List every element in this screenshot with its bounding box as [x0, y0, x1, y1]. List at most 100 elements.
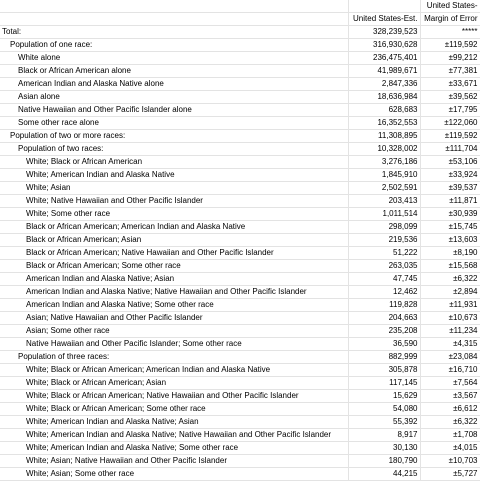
row-margin-of-error: ±4,015	[420, 441, 480, 455]
header-label-top	[0, 0, 349, 13]
table-row: American Indian and Alaska Native; Asian…	[0, 272, 480, 286]
row-margin-of-error: ±6,612	[420, 402, 480, 416]
table-row: Population of two or more races: 11,308,8…	[0, 129, 480, 143]
table-row: White; Asian; Some other race 44,215 ±5,72…	[0, 467, 480, 481]
row-margin-of-error: ±77,381	[420, 64, 480, 78]
row-estimate: 2,847,336	[348, 77, 421, 91]
row-label: White; Asian	[0, 181, 349, 195]
row-label: Population of two races:	[0, 142, 349, 156]
row-margin-of-error: ±13,603	[420, 233, 480, 247]
row-label: Asian; Some other race	[0, 324, 349, 338]
table-row: White; Black or African American; Asian 1…	[0, 376, 480, 390]
row-label: White; Black or African American; Native…	[0, 389, 349, 403]
row-label: White; Black or African American; Americ…	[0, 363, 349, 377]
row-margin-of-error: *****	[420, 25, 480, 39]
row-estimate: 882,999	[348, 350, 421, 364]
table-body: Total: 328,239,523 ***** Population of one …	[0, 25, 480, 481]
table-row: American Indian and Alaska Native alone 2…	[0, 77, 480, 91]
table-row: White; American Indian and Alaska Native…	[0, 441, 480, 455]
row-margin-of-error: ±8,190	[420, 246, 480, 260]
header-margin-of-error: Margin of Error	[420, 12, 480, 26]
row-estimate: 44,215	[348, 467, 421, 481]
table-row: Black or African American; Native Hawaii…	[0, 246, 480, 260]
row-margin-of-error: ±33,924	[420, 168, 480, 182]
table-row: White; American Indian and Alaska Native…	[0, 415, 480, 429]
row-margin-of-error: ±7,564	[420, 376, 480, 390]
row-estimate: 1,845,910	[348, 168, 421, 182]
row-estimate: 41,989,671	[348, 64, 421, 78]
row-label: White; American Indian and Alaska Native	[0, 168, 349, 182]
table-row: Native Hawaiian and Other Pacific Island…	[0, 103, 480, 117]
row-label: Total:	[0, 25, 349, 39]
row-estimate: 47,745	[348, 272, 421, 286]
row-label: Black or African American alone	[0, 64, 349, 78]
row-label: Black or African American; Native Hawaii…	[0, 246, 349, 260]
row-margin-of-error: ±1,708	[420, 428, 480, 442]
table-row: Black or African American; American Indi…	[0, 220, 480, 234]
row-estimate: 30,130	[348, 441, 421, 455]
row-label: White; Native Hawaiian and Other Pacific…	[0, 194, 349, 208]
row-label: Native Hawaiian and Other Pacific Island…	[0, 103, 349, 117]
row-estimate: 54,080	[348, 402, 421, 416]
row-label: Asian; Native Hawaiian and Other Pacific…	[0, 311, 349, 325]
row-estimate: 263,035	[348, 259, 421, 273]
row-estimate: 180,790	[348, 454, 421, 468]
row-label: White; Asian; Native Hawaiian and Other …	[0, 454, 349, 468]
row-label: Black or African American; Some other ra…	[0, 259, 349, 273]
table-row: White; Asian 2,502,591 ±39,537	[0, 181, 480, 195]
row-margin-of-error: ±119,592	[420, 38, 480, 52]
row-label: Asian alone	[0, 90, 349, 104]
row-margin-of-error: ±39,537	[420, 181, 480, 195]
table-row: Asian; Native Hawaiian and Other Pacific…	[0, 311, 480, 325]
header-row-bottom: United States-Est. Margin of Error	[0, 12, 480, 26]
table-row: Native Hawaiian and Other Pacific Island…	[0, 337, 480, 351]
row-label: American Indian and Alaska Native; Some …	[0, 298, 349, 312]
header-estimate-top	[348, 0, 421, 13]
row-estimate: 16,352,553	[348, 116, 421, 130]
row-label: White; Black or African American	[0, 155, 349, 169]
row-estimate: 117,145	[348, 376, 421, 390]
table-row: Black or African American; Some other ra…	[0, 259, 480, 273]
row-label: White; Some other race	[0, 207, 349, 221]
row-label: White; American Indian and Alaska Native…	[0, 428, 349, 442]
row-label: White; Black or African American; Some o…	[0, 402, 349, 416]
table-row: Asian alone 18,636,984 ±39,562	[0, 90, 480, 104]
row-label: Native Hawaiian and Other Pacific Island…	[0, 337, 349, 351]
row-estimate: 15,629	[348, 389, 421, 403]
row-margin-of-error: ±111,704	[420, 142, 480, 156]
row-label: White; Black or African American; Asian	[0, 376, 349, 390]
row-label: Some other race alone	[0, 116, 349, 130]
row-margin-of-error: ±5,727	[420, 467, 480, 481]
row-label: American Indian and Alaska Native alone	[0, 77, 349, 91]
row-margin-of-error: ±16,710	[420, 363, 480, 377]
row-margin-of-error: ±11,234	[420, 324, 480, 338]
row-margin-of-error: ±15,745	[420, 220, 480, 234]
table-row: Black or African American alone 41,989,67…	[0, 64, 480, 78]
row-estimate: 10,328,002	[348, 142, 421, 156]
row-estimate: 55,392	[348, 415, 421, 429]
row-estimate: 119,828	[348, 298, 421, 312]
row-estimate: 3,276,186	[348, 155, 421, 169]
table-row: White; Asian; Native Hawaiian and Other …	[0, 454, 480, 468]
table-row: Asian; Some other race 235,208 ±11,234	[0, 324, 480, 338]
row-label: Black or African American; American Indi…	[0, 220, 349, 234]
table-row: White; Black or African American; Native…	[0, 389, 480, 403]
row-label: White; American Indian and Alaska Native…	[0, 415, 349, 429]
row-estimate: 305,878	[348, 363, 421, 377]
table-row: White; Black or African American; Americ…	[0, 363, 480, 377]
row-margin-of-error: ±122,060	[420, 116, 480, 130]
row-margin-of-error: ±11,871	[420, 194, 480, 208]
header-moe-top: United States-	[420, 0, 480, 13]
table-row: Population of three races: 882,999 ±23,084	[0, 350, 480, 364]
table-row: Black or African American; Asian 219,536 ±…	[0, 233, 480, 247]
table-row: Total: 328,239,523 *****	[0, 25, 480, 39]
table-row: American Indian and Alaska Native; Nativ…	[0, 285, 480, 299]
row-estimate: 236,475,401	[348, 51, 421, 65]
row-label: White alone	[0, 51, 349, 65]
table-row: White; American Indian and Alaska Native…	[0, 428, 480, 442]
table-row: Population of one race: 316,930,628 ±119,5…	[0, 38, 480, 52]
table-row: White; Some other race 1,011,514 ±30,939	[0, 207, 480, 221]
header-row-top: United States-	[0, 0, 480, 13]
row-margin-of-error: ±23,084	[420, 350, 480, 364]
